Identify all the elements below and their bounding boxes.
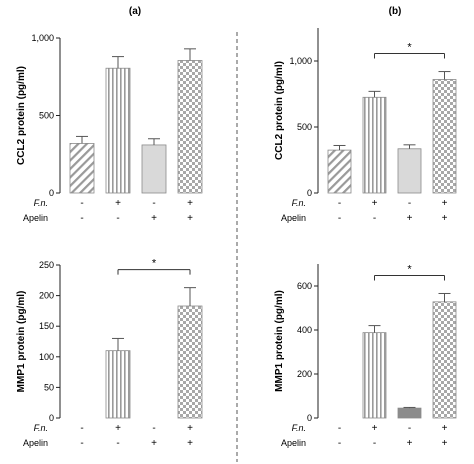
chart-b-ccl2: 0 500 1,000 CCL2 protein (pg/ml) * F.n. Apelin…: [274, 28, 457, 224]
fn-sign: -: [80, 198, 83, 209]
apelin-sign: +: [407, 438, 413, 449]
bar: [105, 67, 131, 194]
apelin-sign: +: [442, 438, 448, 449]
y-tick-label: 250: [39, 260, 54, 270]
bar: [397, 407, 422, 419]
bar: [105, 350, 131, 419]
y-tick-label: 0: [307, 413, 312, 423]
row-label-fn: F.n.: [34, 198, 48, 208]
fn-sign: +: [442, 198, 448, 209]
fn-sign: -: [152, 198, 155, 209]
y-axis-title: MMP1 protein (pg/ml): [274, 290, 285, 392]
row-label-apelin: Apelin: [281, 213, 306, 223]
bar: [362, 96, 387, 194]
fn-sign: +: [115, 423, 121, 434]
y-tick-label: 200: [297, 369, 312, 379]
bar: [177, 305, 203, 419]
y-axis-title: CCL2 protein (pg/ml): [274, 61, 285, 160]
chart-a-ccl2: 0 500 1,000 CCL2 protein (pg/ml) F.n. Apelin -…: [16, 33, 203, 224]
y-tick-label: 500: [297, 122, 312, 132]
apelin-sign: +: [407, 213, 413, 224]
bar: [432, 79, 457, 194]
fn-sign: +: [187, 423, 193, 434]
y-tick-label: 500: [39, 111, 54, 121]
panel-label-a: (a): [129, 6, 141, 17]
y-tick-label: 600: [297, 281, 312, 291]
fn-sign: -: [80, 423, 83, 434]
apelin-sign: -: [338, 438, 341, 449]
y-axis-title: MMP1 protein (pg/ml): [16, 291, 27, 393]
y-tick-label: 400: [297, 325, 312, 335]
fn-sign: +: [372, 198, 378, 209]
panel-label-b: (b): [389, 6, 402, 17]
fn-sign: -: [338, 198, 341, 209]
fn-sign: +: [372, 423, 378, 434]
y-tick-label: 1,000: [31, 33, 54, 43]
apelin-sign: +: [442, 213, 448, 224]
fn-sign: -: [338, 423, 341, 434]
significance-star: *: [407, 42, 412, 54]
y-tick-label: 150: [39, 321, 54, 331]
fn-sign: +: [442, 423, 448, 434]
fn-sign: +: [115, 198, 121, 209]
significance-star: *: [152, 258, 157, 270]
row-label-apelin: Apelin: [23, 213, 48, 223]
apelin-sign: +: [151, 438, 157, 449]
y-tick-label: 0: [307, 188, 312, 198]
apelin-sign: -: [116, 438, 119, 449]
significance-star: *: [407, 263, 412, 275]
apelin-sign: -: [373, 438, 376, 449]
bar: [397, 148, 422, 194]
chart-b-mmp1: 0 200 400 600 MMP1 protein (pg/ml) * F.n. Apeli…: [274, 263, 457, 449]
y-tick-label: 50: [44, 382, 54, 392]
apelin-sign: +: [151, 213, 157, 224]
row-label-fn: F.n.: [292, 198, 306, 208]
row-label-fn: F.n.: [34, 423, 48, 433]
apelin-sign: -: [80, 213, 83, 224]
chart-a-mmp1: 0 50 100 150 200 250 MMP1 protein (pg/ml) * F.n.…: [16, 258, 203, 449]
apelin-sign: -: [116, 213, 119, 224]
apelin-sign: -: [338, 213, 341, 224]
apelin-sign: -: [373, 213, 376, 224]
bar: [327, 149, 352, 194]
fn-sign: -: [408, 423, 411, 434]
y-tick-label: 200: [39, 291, 54, 301]
apelin-sign: +: [187, 438, 193, 449]
bar: [432, 301, 457, 419]
y-tick-label: 1,000: [289, 56, 312, 66]
bar: [69, 142, 95, 194]
apelin-sign: -: [80, 438, 83, 449]
row-label-apelin: Apelin: [281, 438, 306, 448]
y-tick-label: 0: [49, 413, 54, 423]
y-tick-label: 0: [49, 188, 54, 198]
y-axis-title: CCL2 protein (pg/ml): [16, 66, 27, 165]
bar: [177, 60, 203, 194]
apelin-sign: +: [187, 213, 193, 224]
y-tick-label: 100: [39, 352, 54, 362]
row-label-fn: F.n.: [292, 423, 306, 433]
bar: [141, 144, 167, 194]
bar: [362, 332, 387, 419]
row-label-apelin: Apelin: [23, 438, 48, 448]
fn-sign: +: [187, 198, 193, 209]
fn-sign: -: [408, 198, 411, 209]
fn-sign: -: [152, 423, 155, 434]
